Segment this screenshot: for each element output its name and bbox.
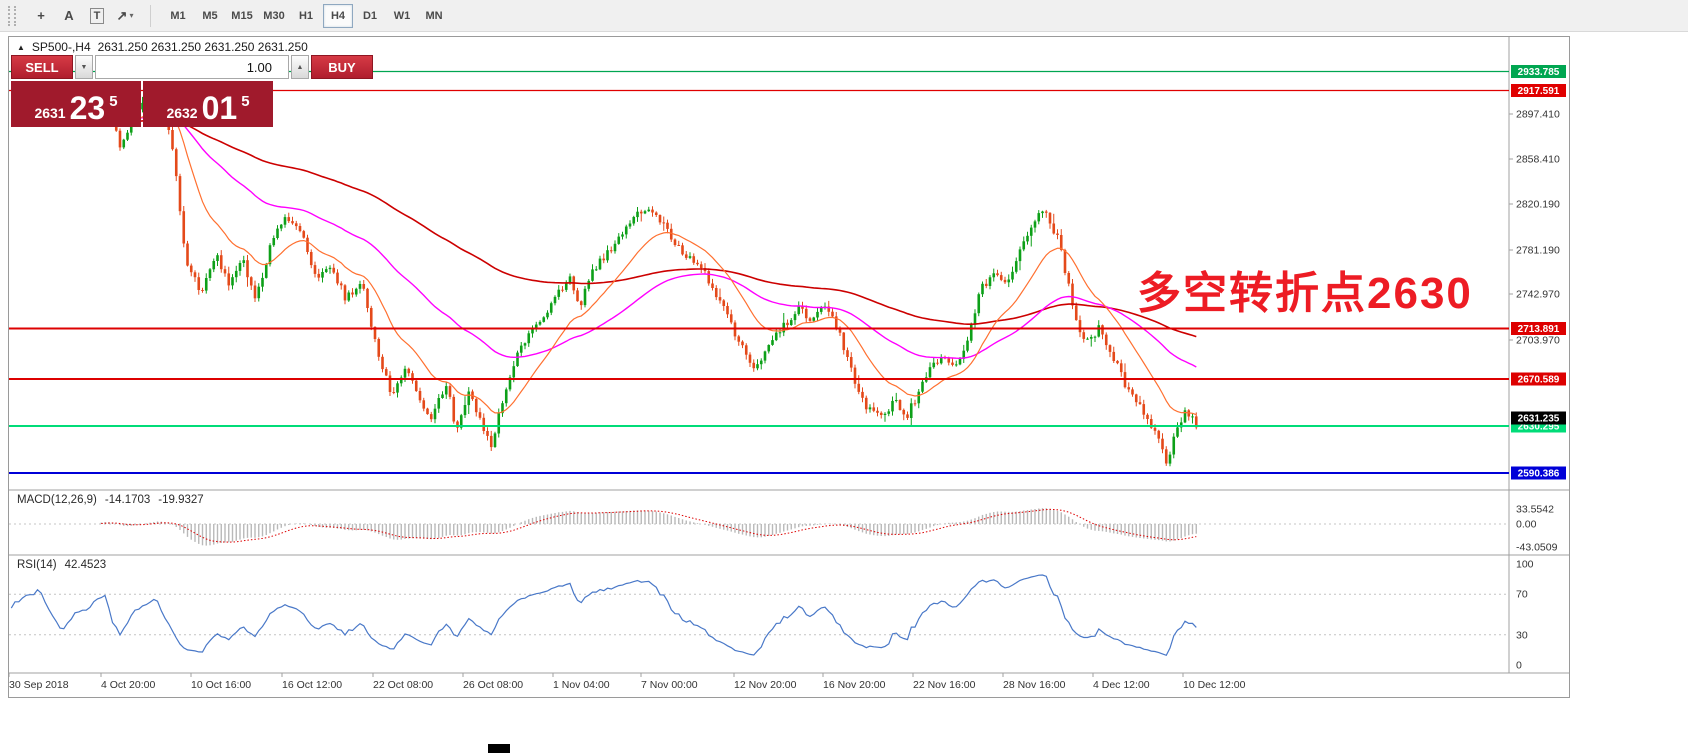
toolbar-separator (150, 4, 151, 27)
bid-price-display[interactable]: 2631 23 5 (11, 81, 141, 127)
svg-text:-43.0509: -43.0509 (1516, 542, 1558, 554)
timeframe-h1-button[interactable]: H1 (291, 4, 321, 28)
svg-text:2781.190: 2781.190 (1516, 245, 1560, 257)
lot-size-input[interactable] (95, 55, 289, 79)
timeframe-m15-button[interactable]: M15 (227, 4, 257, 28)
chart-canvas[interactable]: 2933.785 2917.591 2713.891 2670.589 2630.295… (9, 37, 1569, 697)
chevron-down-icon: ▾ (129, 11, 134, 20)
svg-text:22 Nov 16:00: 22 Nov 16:00 (913, 679, 976, 691)
svg-text:12 Nov 20:00: 12 Nov 20:00 (734, 679, 797, 691)
timeframe-m30-button[interactable]: M30 (259, 4, 289, 28)
svg-text:7 Nov 00:00: 7 Nov 00:00 (641, 679, 698, 691)
timeframe-m1-button[interactable]: M1 (163, 4, 193, 28)
svg-text:70: 70 (1516, 589, 1528, 601)
svg-text:4 Dec 12:00: 4 Dec 12:00 (1093, 679, 1150, 691)
svg-text:2703.970: 2703.970 (1516, 335, 1560, 347)
drawing-tools-group: + A T ↗ ▾ (28, 4, 138, 28)
svg-text:2670.589: 2670.589 (1518, 375, 1560, 386)
chevron-up-icon: ▲ (296, 63, 304, 71)
ask-point: 5 (241, 93, 250, 110)
text-tool-button[interactable]: T (84, 4, 110, 28)
svg-text:2897.410: 2897.410 (1516, 109, 1560, 121)
crosshair-tool-button[interactable]: + (28, 4, 54, 28)
svg-text:16 Oct 12:00: 16 Oct 12:00 (282, 679, 342, 691)
chevron-down-icon: ▼ (80, 63, 88, 71)
macd-value: -14.1703 (104, 494, 151, 506)
svg-text:2858.410: 2858.410 (1516, 154, 1560, 166)
buy-button[interactable]: BUY (311, 55, 373, 79)
svg-text:1 Nov 04:00: 1 Nov 04:00 (553, 679, 610, 691)
ask-price-display[interactable]: 2632 01 5 (143, 81, 273, 127)
svg-text:28 Nov 16:00: 28 Nov 16:00 (1003, 679, 1066, 691)
rsi-title: RSI(14) (17, 559, 57, 571)
svg-text:10 Dec 12:00: 10 Dec 12:00 (1183, 679, 1246, 691)
sell-button[interactable]: SELL (11, 55, 73, 79)
svg-text:2630.295: 2630.295 (1518, 422, 1560, 433)
svg-text:22 Oct 08:00: 22 Oct 08:00 (373, 679, 433, 691)
svg-text:26 Oct 08:00: 26 Oct 08:00 (463, 679, 523, 691)
timeframe-mn-button[interactable]: MN (419, 4, 449, 28)
svg-text:100: 100 (1516, 559, 1534, 571)
label-tool-button[interactable]: A (56, 4, 82, 28)
rsi-value: 42.4523 (64, 559, 107, 571)
label-tool-icon: A (64, 8, 74, 23)
svg-text:16 Nov 20:00: 16 Nov 20:00 (823, 679, 886, 691)
svg-text:2631.235: 2631.235 (1518, 414, 1560, 425)
timeframe-h4-button[interactable]: H4 (323, 3, 353, 28)
bid-whole: 2631 (34, 105, 66, 121)
svg-text:0: 0 (1516, 660, 1522, 672)
svg-text:30 Sep 2018: 30 Sep 2018 (9, 679, 69, 691)
bid-point: 5 (109, 93, 118, 110)
macd-indicator-header: MACD(12,26,9) -14.1703 -19.9327 (17, 494, 204, 506)
symbol-timeframe-label: SP500-,H4 (31, 40, 91, 54)
timeframe-buttons-group: M1 M5 M15 M30 H1 H4 D1 W1 MN (163, 3, 449, 28)
ask-pips: 01 (201, 90, 238, 126)
rsi-indicator-header: RSI(14) 42.4523 (17, 559, 106, 571)
text-tool-icon: T (89, 7, 105, 24)
ask-whole: 2632 (166, 105, 198, 121)
svg-text:4 Oct 20:00: 4 Oct 20:00 (101, 679, 155, 691)
crosshair-tool-icon: + (37, 8, 45, 23)
macd-signal-value: -19.9327 (158, 494, 204, 506)
lot-increase-button[interactable]: ▲ (291, 55, 309, 79)
svg-text:33.5542: 33.5542 (1516, 504, 1554, 516)
timeframe-m5-button[interactable]: M5 (195, 4, 225, 28)
objects-tool-icon: ↗ (116, 7, 128, 23)
timeframe-d1-button[interactable]: D1 (355, 4, 385, 28)
svg-text:2742.970: 2742.970 (1516, 289, 1560, 301)
svg-text:2820.190: 2820.190 (1516, 199, 1560, 211)
svg-text:2917.591: 2917.591 (1518, 86, 1560, 97)
timeframe-w1-button[interactable]: W1 (387, 4, 417, 28)
collapse-triangle-icon[interactable]: ▲ (17, 42, 25, 52)
svg-text:2713.891: 2713.891 (1518, 324, 1560, 335)
ohlc-values-label: 2631.250 2631.250 2631.250 2631.250 (97, 40, 308, 54)
bottom-black-chip (488, 744, 510, 753)
chart-header: ▲ SP500-,H4 2631.250 2631.250 2631.250 2… (17, 40, 308, 54)
svg-text:10 Oct 16:00: 10 Oct 16:00 (191, 679, 251, 691)
toolbar-drag-handle[interactable] (8, 5, 16, 26)
toolbar: + A T ↗ ▾ M1 M5 M15 M30 H1 H4 D1 W1 MN (0, 0, 1688, 32)
macd-title: MACD(12,26,9) (17, 494, 97, 506)
svg-text:30: 30 (1516, 630, 1528, 642)
svg-text:0.00: 0.00 (1516, 519, 1537, 531)
lot-dropdown-button[interactable]: ▼ (75, 55, 93, 79)
svg-text:2590.386: 2590.386 (1518, 469, 1560, 480)
trend-annotation: 多空转折点2630 (1137, 269, 1473, 318)
objects-tool-button[interactable]: ↗ ▾ (112, 4, 138, 28)
chart-window: 2933.785 2917.591 2713.891 2670.589 2630.295… (8, 36, 1570, 698)
one-click-trading-panel: SELL ▼ ▲ BUY 2631 23 5 2632 01 5 (11, 55, 373, 127)
bid-pips: 23 (69, 90, 106, 126)
svg-text:2933.785: 2933.785 (1518, 67, 1560, 78)
